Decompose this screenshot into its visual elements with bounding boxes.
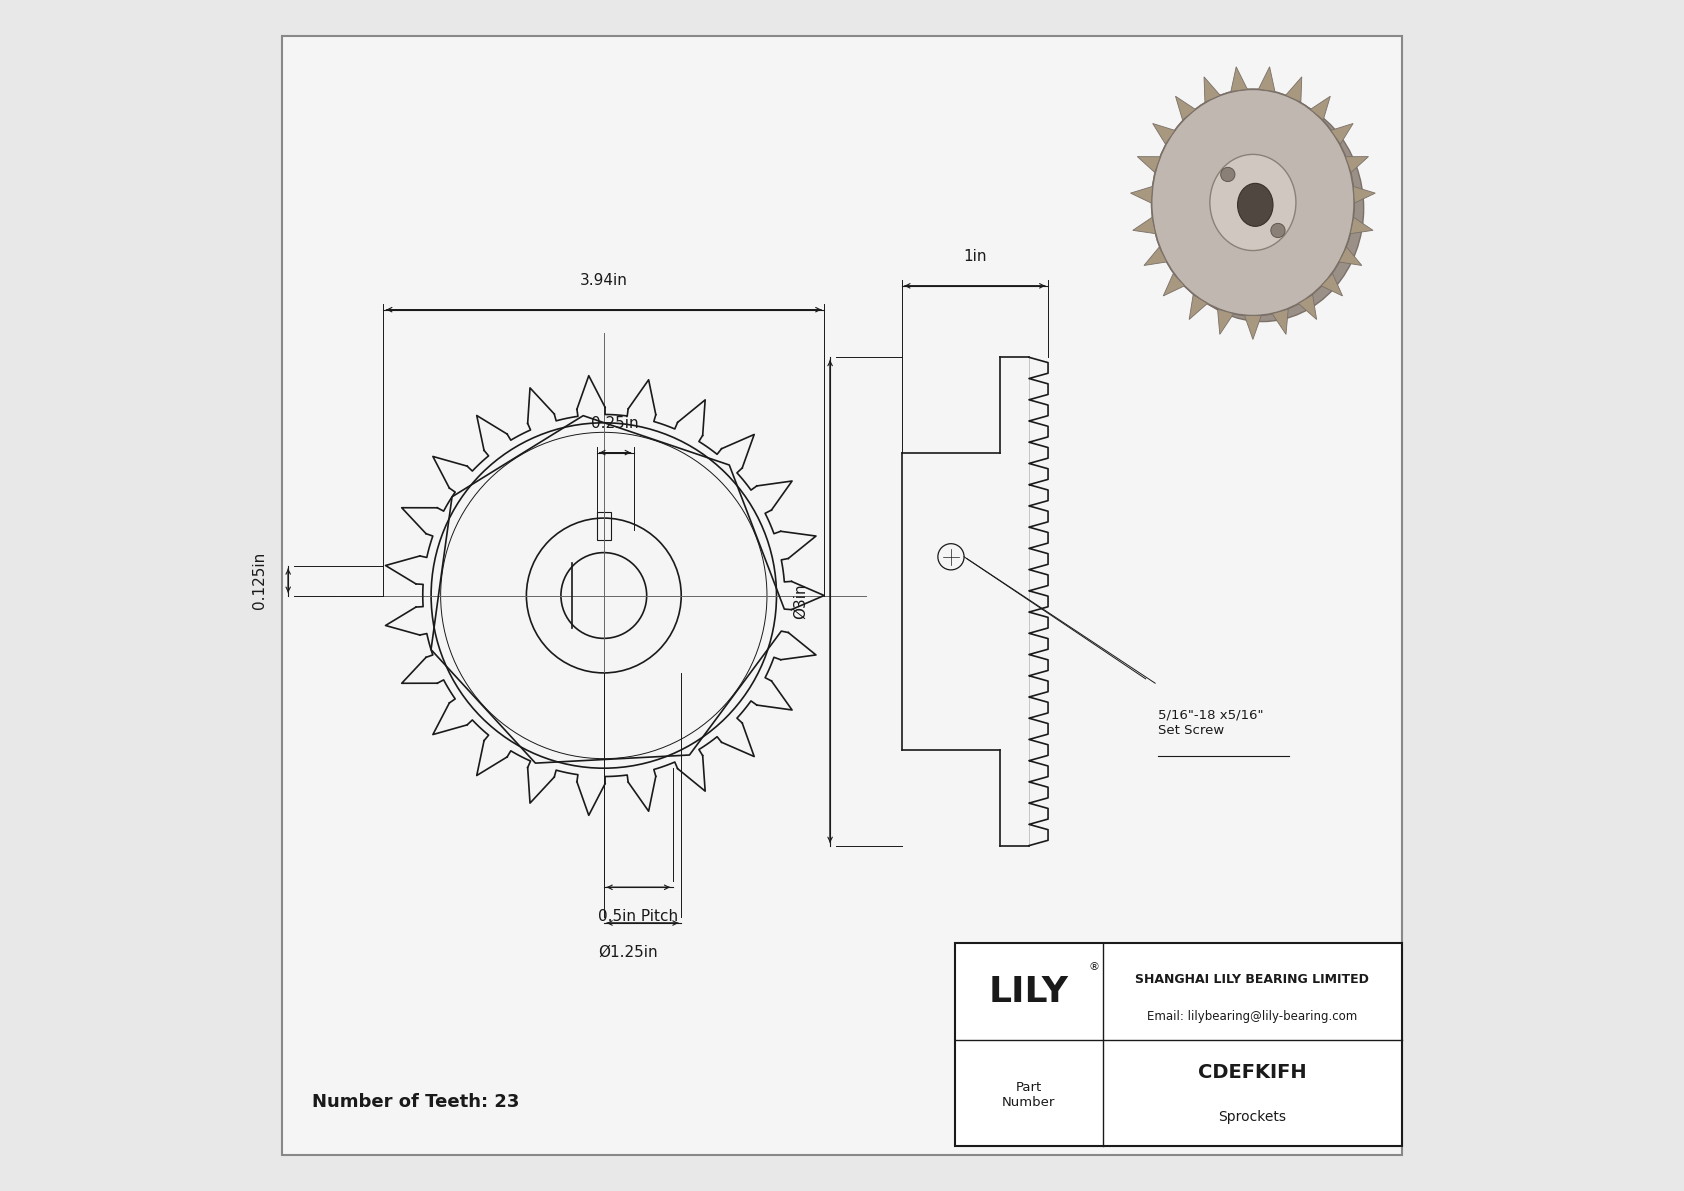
- Polygon shape: [1351, 217, 1372, 233]
- Polygon shape: [1137, 156, 1160, 173]
- Polygon shape: [1354, 187, 1376, 204]
- Polygon shape: [1152, 124, 1175, 144]
- Text: 0.5in Pitch: 0.5in Pitch: [598, 909, 679, 924]
- Polygon shape: [1133, 217, 1155, 233]
- Text: 1in: 1in: [963, 249, 987, 264]
- Polygon shape: [1322, 274, 1342, 295]
- Bar: [596, 512, 611, 540]
- Text: Ø1.25in: Ø1.25in: [598, 944, 657, 960]
- Text: 5/16"-18 x5/16"
Set Screw: 5/16"-18 x5/16" Set Screw: [1157, 709, 1263, 737]
- Ellipse shape: [1209, 155, 1297, 250]
- Text: Number of Teeth: 23: Number of Teeth: 23: [312, 1092, 519, 1111]
- Circle shape: [1271, 224, 1285, 238]
- Polygon shape: [1218, 310, 1234, 335]
- Text: LILY: LILY: [989, 975, 1069, 1009]
- Ellipse shape: [1152, 89, 1354, 316]
- Polygon shape: [1285, 77, 1302, 102]
- Ellipse shape: [1238, 183, 1273, 226]
- Polygon shape: [1244, 316, 1261, 339]
- Bar: [955, 943, 1401, 1146]
- Polygon shape: [1330, 124, 1354, 144]
- Polygon shape: [1298, 295, 1317, 319]
- Text: Email: lilybearing@lily-bearing.com: Email: lilybearing@lily-bearing.com: [1147, 1010, 1357, 1023]
- Text: Ø3in: Ø3in: [793, 584, 808, 619]
- Ellipse shape: [1162, 95, 1364, 322]
- Polygon shape: [1164, 274, 1184, 295]
- Polygon shape: [1339, 247, 1362, 266]
- Polygon shape: [1310, 96, 1330, 120]
- Polygon shape: [1143, 247, 1167, 266]
- Text: CDEFKIFH: CDEFKIFH: [1197, 1064, 1307, 1083]
- Polygon shape: [1231, 67, 1248, 92]
- Polygon shape: [1175, 96, 1196, 120]
- Polygon shape: [1346, 156, 1369, 173]
- Text: 0.25in: 0.25in: [591, 416, 638, 431]
- Text: Part
Number: Part Number: [1002, 1081, 1056, 1109]
- Text: Sprockets: Sprockets: [1218, 1110, 1287, 1124]
- Polygon shape: [1258, 67, 1275, 92]
- Polygon shape: [1204, 77, 1221, 102]
- Circle shape: [1221, 167, 1234, 181]
- Polygon shape: [1130, 187, 1152, 204]
- Text: ®: ®: [1090, 962, 1100, 973]
- Text: 0.125in: 0.125in: [251, 551, 266, 610]
- Polygon shape: [1189, 295, 1207, 319]
- Polygon shape: [1271, 310, 1288, 335]
- Text: 3.94in: 3.94in: [579, 273, 628, 288]
- Text: SHANGHAI LILY BEARING LIMITED: SHANGHAI LILY BEARING LIMITED: [1135, 973, 1369, 986]
- Ellipse shape: [1152, 89, 1354, 316]
